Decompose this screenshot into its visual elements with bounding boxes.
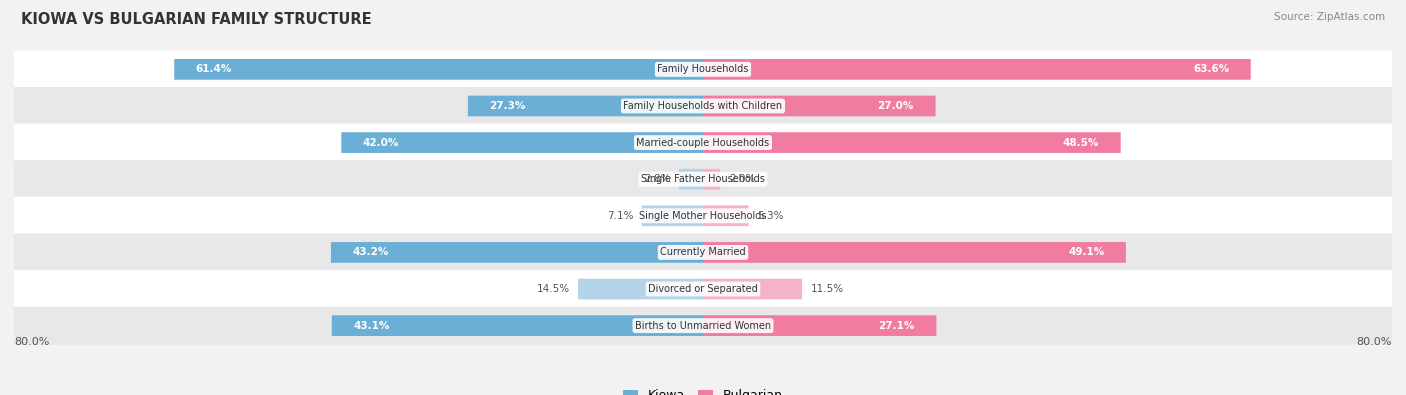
Text: 43.1%: 43.1%: [353, 321, 389, 331]
FancyBboxPatch shape: [0, 124, 1406, 162]
FancyBboxPatch shape: [0, 197, 1406, 235]
Text: Family Households: Family Households: [658, 64, 748, 74]
FancyBboxPatch shape: [468, 96, 703, 117]
FancyBboxPatch shape: [703, 242, 1126, 263]
Text: 63.6%: 63.6%: [1192, 64, 1229, 74]
Text: Family Households with Children: Family Households with Children: [623, 101, 783, 111]
Text: Source: ZipAtlas.com: Source: ZipAtlas.com: [1274, 12, 1385, 22]
Text: 27.1%: 27.1%: [879, 321, 915, 331]
Text: Single Mother Households: Single Mother Households: [640, 211, 766, 221]
FancyBboxPatch shape: [0, 233, 1406, 271]
FancyBboxPatch shape: [703, 278, 801, 299]
FancyBboxPatch shape: [703, 96, 935, 117]
FancyBboxPatch shape: [0, 160, 1406, 198]
Text: 27.0%: 27.0%: [877, 101, 914, 111]
FancyBboxPatch shape: [578, 278, 703, 299]
Legend: Kiowa, Bulgarian: Kiowa, Bulgarian: [619, 384, 787, 395]
Text: 61.4%: 61.4%: [195, 64, 232, 74]
Text: 7.1%: 7.1%: [607, 211, 633, 221]
Text: 14.5%: 14.5%: [537, 284, 569, 294]
Text: 5.3%: 5.3%: [758, 211, 783, 221]
FancyBboxPatch shape: [332, 315, 703, 336]
FancyBboxPatch shape: [330, 242, 703, 263]
Text: 80.0%: 80.0%: [1357, 337, 1392, 347]
FancyBboxPatch shape: [703, 169, 720, 190]
Text: 2.8%: 2.8%: [644, 174, 671, 184]
FancyBboxPatch shape: [679, 169, 703, 190]
FancyBboxPatch shape: [0, 50, 1406, 88]
Text: KIOWA VS BULGARIAN FAMILY STRUCTURE: KIOWA VS BULGARIAN FAMILY STRUCTURE: [21, 12, 371, 27]
FancyBboxPatch shape: [703, 132, 1121, 153]
FancyBboxPatch shape: [703, 205, 748, 226]
FancyBboxPatch shape: [174, 59, 703, 80]
Text: 43.2%: 43.2%: [353, 247, 389, 258]
Text: Births to Unmarried Women: Births to Unmarried Women: [636, 321, 770, 331]
Text: 80.0%: 80.0%: [14, 337, 49, 347]
FancyBboxPatch shape: [0, 307, 1406, 345]
Text: Divorced or Separated: Divorced or Separated: [648, 284, 758, 294]
FancyBboxPatch shape: [0, 87, 1406, 125]
Text: 11.5%: 11.5%: [811, 284, 844, 294]
Text: 27.3%: 27.3%: [489, 101, 526, 111]
Text: Currently Married: Currently Married: [661, 247, 745, 258]
Text: Married-couple Households: Married-couple Households: [637, 137, 769, 148]
Text: 49.1%: 49.1%: [1069, 247, 1104, 258]
FancyBboxPatch shape: [703, 59, 1251, 80]
FancyBboxPatch shape: [0, 270, 1406, 308]
FancyBboxPatch shape: [342, 132, 703, 153]
Text: 2.0%: 2.0%: [728, 174, 755, 184]
Text: 48.5%: 48.5%: [1063, 137, 1099, 148]
Text: 42.0%: 42.0%: [363, 137, 399, 148]
FancyBboxPatch shape: [703, 315, 936, 336]
FancyBboxPatch shape: [641, 205, 703, 226]
Text: Single Father Households: Single Father Households: [641, 174, 765, 184]
